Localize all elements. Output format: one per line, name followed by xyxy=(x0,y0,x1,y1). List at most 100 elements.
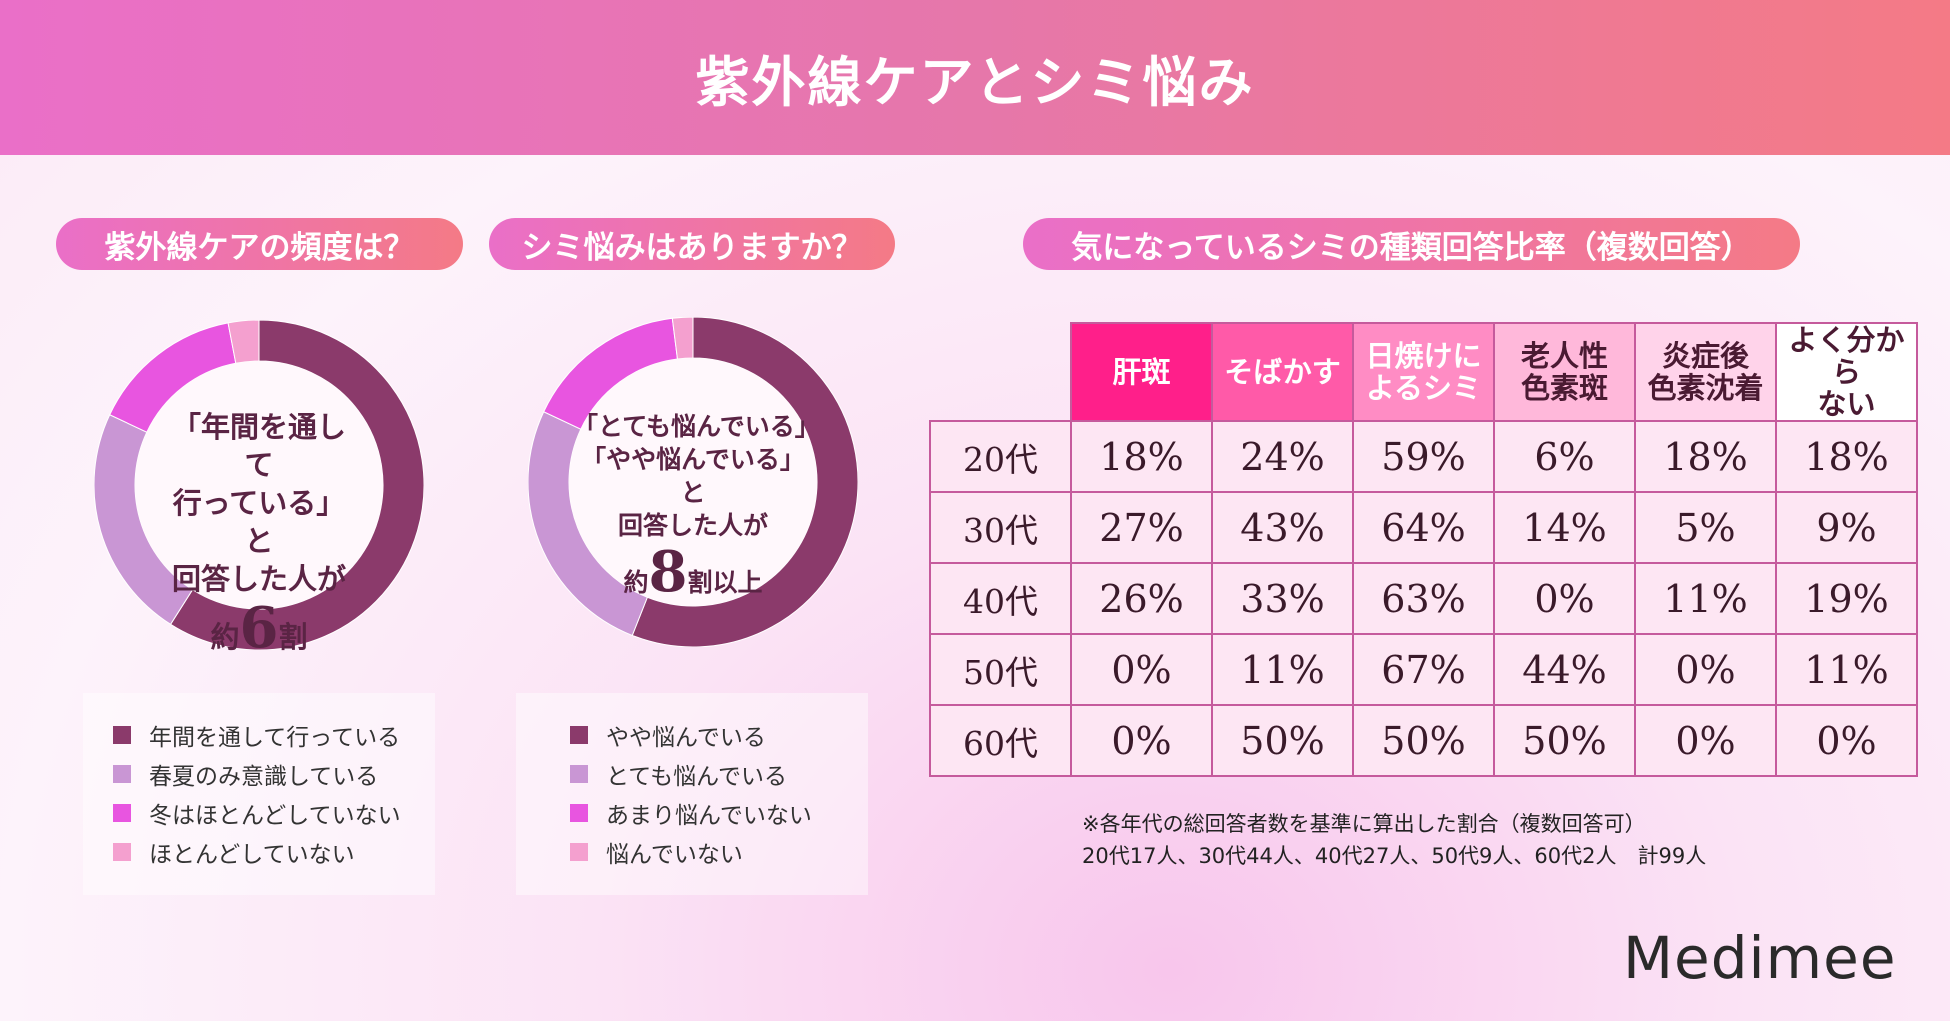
legend-item: 悩んでいない xyxy=(570,832,868,871)
legend-label: 年間を通して行っている xyxy=(149,724,401,751)
legend-swatch xyxy=(113,764,131,783)
spot-worry-center-text: 「とても悩んでいる」 「やや悩んでいる」と 回答した人が 約8割以上 xyxy=(573,410,820,605)
center-line: 回答した人が xyxy=(617,511,768,540)
table-cell: 0% xyxy=(1775,704,1918,777)
center-post: 割 xyxy=(278,620,308,654)
legend-swatch xyxy=(113,803,131,822)
table-cell: 0% xyxy=(1493,562,1636,635)
table-row: 50代 0% 11% 67% 44% 0% 11% xyxy=(929,633,1918,706)
row-label: 50代 xyxy=(929,633,1072,706)
table-cell: 0% xyxy=(1070,633,1213,706)
column-header: 炎症後 色素沈着 xyxy=(1634,322,1777,422)
table-cell: 27% xyxy=(1070,491,1213,564)
legend-label: 悩んでいない xyxy=(606,841,743,868)
header-banner: 紫外線ケアとシミ悩み xyxy=(0,0,1950,155)
center-line: 回答した人が xyxy=(171,562,346,596)
legend-label: 春夏のみ意識している xyxy=(149,763,379,790)
table-cell: 11% xyxy=(1211,633,1354,706)
uv-care-donut-chart xyxy=(94,320,424,650)
legend-item: 春夏のみ意識している xyxy=(113,754,435,793)
table-cell: 0% xyxy=(1634,633,1777,706)
row-label: 60代 xyxy=(929,704,1072,777)
table-header-row: 肝斑 そばかす 日焼けに よるシミ 老人性 色素斑 炎症後 色素沈着 よく分から ない xyxy=(930,322,1918,422)
table-cell: 11% xyxy=(1634,562,1777,635)
legend-swatch xyxy=(113,842,131,861)
legend-label: 冬はほとんどしていない xyxy=(149,802,401,829)
legend-item: とても悩んでいる xyxy=(570,754,868,793)
legend-item: 年間を通して行っている xyxy=(113,715,435,754)
row-label: 40代 xyxy=(929,562,1072,635)
page-title: 紫外線ケアとシミ悩み xyxy=(695,50,1255,114)
table-cell: 18% xyxy=(1775,420,1918,493)
table-cell: 14% xyxy=(1493,491,1636,564)
column-header: よく分から ない xyxy=(1775,322,1918,422)
table-cell: 11% xyxy=(1775,633,1918,706)
table-cell: 26% xyxy=(1070,562,1213,635)
table-cell: 50% xyxy=(1211,704,1354,777)
table-cell: 64% xyxy=(1352,491,1495,564)
legend-item: やや悩んでいる xyxy=(570,715,868,754)
legend-label: ほとんどしていない xyxy=(149,841,355,868)
table-cell: 24% xyxy=(1211,420,1354,493)
table-cell: 0% xyxy=(1634,704,1777,777)
table-cell: 18% xyxy=(1070,420,1213,493)
spot-worry-legend: やや悩んでいる とても悩んでいる あまり悩んでいない 悩んでいない xyxy=(516,693,868,895)
legend-item: あまり悩んでいない xyxy=(570,793,868,832)
table-corner xyxy=(930,323,1071,421)
legend-label: とても悩んでいる xyxy=(606,763,788,790)
legend-swatch xyxy=(570,803,588,822)
uv-care-center-text: 「年間を通して 行っている」と 回答した人が 約6割 xyxy=(159,408,359,658)
table-cell: 33% xyxy=(1211,562,1354,635)
table-cell: 9% xyxy=(1775,491,1918,564)
table-row: 30代 27% 43% 64% 14% 5% 9% xyxy=(929,491,1918,564)
center-post: 割以上 xyxy=(687,568,763,597)
legend-swatch xyxy=(570,725,588,744)
legend-swatch xyxy=(570,842,588,861)
medimee-logo: Medimee xyxy=(1623,924,1897,992)
table-cell: 63% xyxy=(1352,562,1495,635)
section-heading-spot-worry: シミ悩みはありますか？ xyxy=(489,218,895,270)
footnote-basis: ※各年代の総回答者数を基準に算出した割合（複数回答可） xyxy=(1082,812,1646,836)
footnote-respondents: 20代17人、30代44人、40代27人、50代9人、60代2人 計99人 xyxy=(1082,844,1707,868)
center-line: 行っている」と xyxy=(172,486,346,558)
legend-swatch xyxy=(570,764,588,783)
column-header: そばかす xyxy=(1211,322,1354,422)
row-label: 20代 xyxy=(929,420,1072,493)
row-label: 30代 xyxy=(929,491,1072,564)
table-row: 40代 26% 33% 63% 0% 11% 19% xyxy=(929,562,1918,635)
table-cell: 43% xyxy=(1211,491,1354,564)
section-heading-uv-care: 紫外線ケアの頻度は？ xyxy=(56,218,463,270)
legend-item: 冬はほとんどしていない xyxy=(113,793,435,832)
column-header: 老人性 色素斑 xyxy=(1493,322,1636,422)
table-cell: 6% xyxy=(1493,420,1636,493)
footnote: ※各年代の総回答者数を基準に算出した割合（複数回答可） 20代17人、30代44… xyxy=(1082,808,1706,872)
table-cell: 44% xyxy=(1493,633,1636,706)
spot-worry-donut-chart xyxy=(528,317,858,647)
center-big-number: 8 xyxy=(648,539,688,605)
center-line: 「年間を通して xyxy=(171,410,346,482)
table-cell: 50% xyxy=(1493,704,1636,777)
table-cell: 0% xyxy=(1070,704,1213,777)
center-pre: 約 xyxy=(623,568,649,597)
donut-hole xyxy=(569,358,817,606)
table-row: 60代 0% 50% 50% 50% 0% 0% xyxy=(929,704,1918,777)
center-line: 「とても悩んでいる」 xyxy=(573,412,820,441)
center-pre: 約 xyxy=(210,620,240,654)
center-line: 「やや悩んでいる」と xyxy=(581,445,805,507)
table-cell: 5% xyxy=(1634,491,1777,564)
column-header: 肝斑 xyxy=(1070,322,1213,422)
table-cell: 50% xyxy=(1352,704,1495,777)
table-cell: 59% xyxy=(1352,420,1495,493)
center-big-number: 6 xyxy=(239,595,279,661)
spot-type-table: 肝斑 そばかす 日焼けに よるシミ 老人性 色素斑 炎症後 色素沈着 よく分から ない 20… xyxy=(929,322,1918,777)
legend-item: ほとんどしていない xyxy=(113,832,435,871)
table-cell: 18% xyxy=(1634,420,1777,493)
column-header: 日焼けに よるシミ xyxy=(1352,322,1495,422)
legend-label: あまり悩んでいない xyxy=(606,802,812,829)
table-cell: 19% xyxy=(1775,562,1918,635)
donut-hole xyxy=(135,361,383,609)
legend-label: やや悩んでいる xyxy=(606,724,766,751)
uv-care-legend: 年間を通して行っている 春夏のみ意識している 冬はほとんどしていない ほとんどし… xyxy=(83,693,435,895)
table-cell: 67% xyxy=(1352,633,1495,706)
section-heading-spot-types: 気になっているシミの種類回答比率（複数回答） xyxy=(1023,218,1800,270)
